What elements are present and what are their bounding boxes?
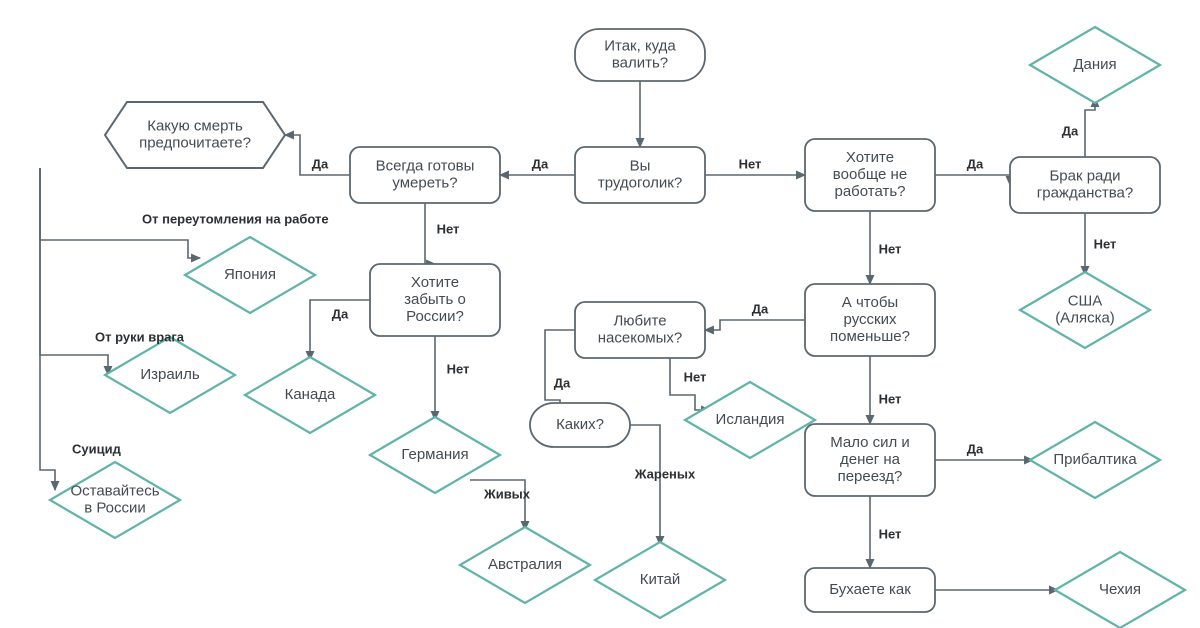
svg-text:валить?: валить? — [612, 54, 668, 71]
edge-death_pref-stay_russia — [40, 168, 55, 490]
svg-text:Дания: Дания — [1073, 56, 1116, 73]
edge-label-15: Нет — [879, 241, 902, 256]
edge-label-2: Нет — [739, 156, 762, 171]
svg-text:Япония: Япония — [224, 266, 276, 283]
svg-text:(Аляска): (Аляска) — [1055, 309, 1115, 326]
edge-label-21: Нет — [879, 526, 902, 541]
svg-text:Какую смерть: Какую смерть — [147, 117, 243, 134]
edge-ready_die-forget_ru — [425, 203, 435, 264]
svg-text:денег на: денег на — [840, 451, 901, 468]
svg-text:трудоголик?: трудоголик? — [598, 174, 682, 191]
svg-text:переезд?: переезд? — [838, 468, 903, 485]
edge-label-1: Да — [532, 156, 549, 171]
svg-text:вообще не: вообще не — [833, 166, 907, 183]
svg-text:Бухаете как: Бухаете как — [829, 581, 911, 598]
svg-text:Прибалтика: Прибалтика — [1053, 451, 1137, 468]
svg-text:США: США — [1068, 292, 1103, 309]
svg-text:Израиль: Израиль — [140, 366, 199, 383]
edge-label-5: От переутомления на работе — [142, 211, 329, 226]
svg-text:А чтобы: А чтобы — [842, 294, 898, 311]
svg-text:Германия: Германия — [401, 446, 468, 463]
edge-less_ru-insects — [705, 320, 805, 330]
edge-label-3: Да — [312, 156, 329, 171]
svg-text:поменьше?: поменьше? — [830, 328, 910, 345]
svg-text:Хотите: Хотите — [411, 274, 459, 291]
edge-label-11: Жареных — [634, 466, 696, 481]
svg-text:русских: русских — [844, 311, 897, 328]
svg-text:Всегда готовы: Всегда готовы — [376, 157, 475, 174]
svg-text:Исландия: Исландия — [716, 411, 785, 428]
svg-text:забыть о: забыть о — [404, 291, 466, 308]
edge-label-6: От руки врага — [95, 329, 185, 344]
edge-label-17: Да — [1062, 123, 1079, 138]
svg-text:Мало сил и: Мало сил и — [830, 434, 910, 451]
svg-text:в России: в России — [84, 499, 146, 516]
edge-label-20: Да — [967, 441, 984, 456]
edge-label-10: Живых — [483, 486, 531, 501]
svg-text:насекомых?: насекомых? — [598, 329, 682, 346]
svg-text:Вы: Вы — [630, 157, 651, 174]
edge-label-19: Нет — [879, 391, 902, 406]
svg-text:предпочитаете?: предпочитаете? — [139, 134, 251, 151]
edge-label-7: Суицид — [72, 441, 122, 456]
flowchart-canvas: Итак, кудавалить? Вытрудоголик? Всегда гот… — [0, 0, 1200, 628]
svg-text:Канада: Канада — [285, 386, 336, 403]
svg-text:Оставайтесь: Оставайтесь — [70, 482, 159, 499]
svg-text:Каких?: Каких? — [556, 416, 604, 433]
edge-label-14: Да — [752, 301, 769, 316]
svg-text:Любите: Любите — [613, 312, 666, 329]
edge-label-9: Нет — [447, 361, 470, 376]
edge-label-18: Нет — [1094, 236, 1117, 251]
edge-label-16: Да — [967, 156, 984, 171]
edge-label-12: Да — [554, 375, 571, 390]
svg-text:работать?: работать? — [834, 183, 905, 200]
svg-text:России?: России? — [406, 308, 464, 325]
svg-text:Итак, куда: Итак, куда — [604, 37, 676, 54]
svg-text:Австралия: Австралия — [488, 556, 562, 573]
svg-text:гражданства?: гражданства? — [1037, 184, 1133, 201]
edge-label-8: Да — [332, 306, 349, 321]
svg-text:умереть?: умереть? — [392, 174, 457, 191]
edge-label-4: Нет — [437, 221, 460, 236]
edge-marriage-denmark — [1085, 98, 1095, 157]
edge-no_work-marriage — [935, 175, 1010, 185]
edge-label-13: Нет — [684, 369, 707, 384]
svg-text:Чехия: Чехия — [1099, 581, 1141, 598]
edge-which-china — [630, 425, 660, 545]
svg-text:Брак ради: Брак ради — [1049, 167, 1120, 184]
svg-text:Китай: Китай — [640, 571, 681, 588]
svg-text:Хотите: Хотите — [846, 149, 894, 166]
